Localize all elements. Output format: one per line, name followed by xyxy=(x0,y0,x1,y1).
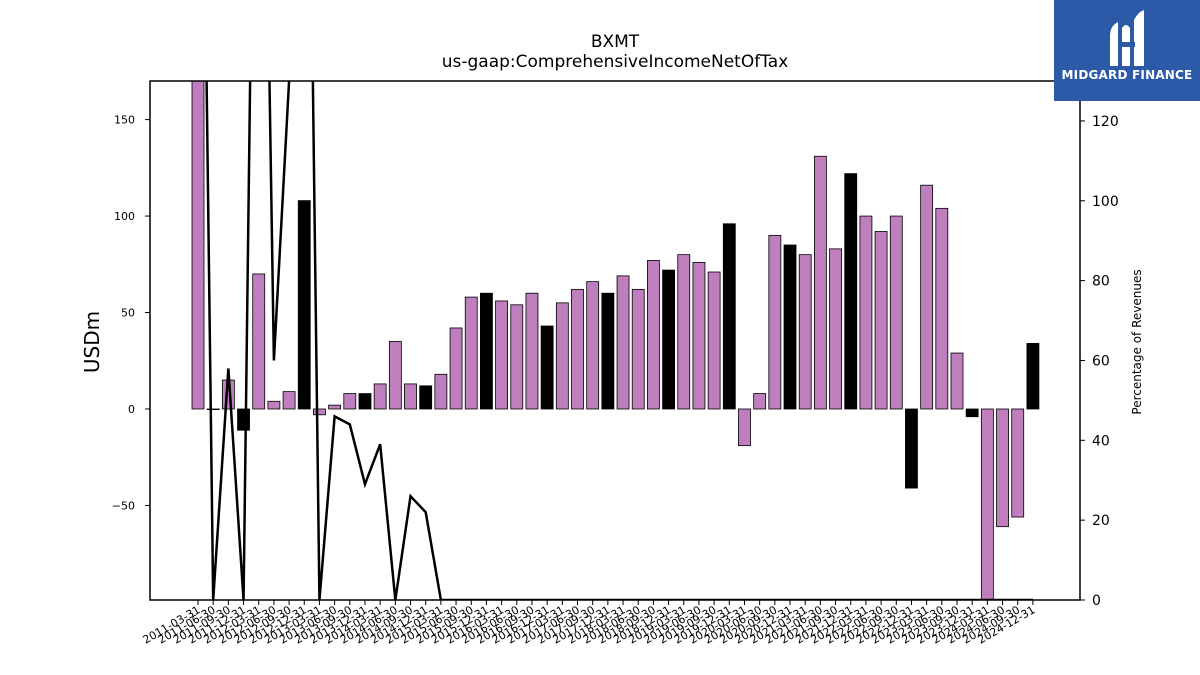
bar xyxy=(707,271,721,410)
bar xyxy=(631,288,645,410)
bar xyxy=(510,304,524,410)
bar xyxy=(662,269,675,410)
bar xyxy=(1026,342,1040,410)
bar xyxy=(373,383,387,410)
y-tick-label: −50 xyxy=(112,499,135,512)
bars xyxy=(191,81,1040,600)
bar xyxy=(829,248,842,410)
bar xyxy=(677,254,691,410)
y2-tick-label: 80 xyxy=(1092,274,1110,290)
bar xyxy=(237,408,250,431)
y2-tick-label: 40 xyxy=(1092,433,1110,449)
bar xyxy=(191,81,205,410)
y2-tick-label: 100 xyxy=(1092,194,1119,210)
bar xyxy=(540,325,554,410)
y-tick-label: 100 xyxy=(114,210,135,223)
bar xyxy=(965,408,979,418)
bar xyxy=(464,296,478,410)
y-tick-label: 150 xyxy=(114,114,135,127)
midgard-finance-logo: MIDGARD FINANCE xyxy=(1054,0,1200,101)
chart-title: BXMT xyxy=(590,32,640,52)
y2-tick-label: 60 xyxy=(1092,353,1110,369)
bar xyxy=(328,404,342,410)
bar xyxy=(935,207,949,410)
bar xyxy=(889,215,903,410)
bar xyxy=(996,408,1009,528)
bar xyxy=(404,383,417,410)
bar xyxy=(343,393,357,410)
percentage-line xyxy=(205,81,1033,600)
bar xyxy=(282,391,296,410)
bar xyxy=(950,352,964,410)
bar xyxy=(297,200,311,410)
bar xyxy=(647,260,660,410)
bar xyxy=(738,408,751,447)
y2-tick-label: 20 xyxy=(1092,513,1110,529)
bar xyxy=(449,327,463,410)
bar xyxy=(859,215,873,410)
bar xyxy=(206,408,220,410)
bar xyxy=(753,393,767,410)
bar xyxy=(434,373,448,410)
bar xyxy=(844,173,858,410)
bar xyxy=(798,254,812,410)
bar xyxy=(555,302,569,410)
bar xyxy=(358,393,372,410)
y-tick-label: 0 xyxy=(128,403,135,416)
bar xyxy=(722,223,736,410)
bar xyxy=(313,408,326,416)
bar xyxy=(1011,408,1025,518)
bar xyxy=(480,292,493,410)
bar xyxy=(905,408,918,489)
y2-axis-label: Percentage of Revenues xyxy=(1130,269,1144,415)
bar xyxy=(783,244,797,410)
bar xyxy=(388,341,402,410)
bar xyxy=(571,288,584,410)
bar xyxy=(813,155,827,410)
y2-tick-label: 120 xyxy=(1092,114,1119,130)
plot-frame xyxy=(149,80,1081,601)
y2-tick-label: 0 xyxy=(1092,593,1101,609)
bar xyxy=(419,385,433,410)
y-tick-label: 50 xyxy=(121,307,135,320)
bar xyxy=(601,292,615,410)
logo-mark-icon xyxy=(1110,10,1144,66)
bar xyxy=(692,261,706,410)
bar xyxy=(768,234,782,410)
logo-text: MIDGARD FINANCE xyxy=(1061,68,1193,82)
bar xyxy=(495,300,509,410)
y-axis-label: USDm xyxy=(80,310,104,374)
bar xyxy=(525,292,539,410)
bar xyxy=(920,184,934,410)
bar xyxy=(586,281,600,410)
chart-subtitle: us-gaap:ComprehensiveIncomeNetOfTax xyxy=(441,52,789,72)
bar xyxy=(616,275,630,410)
bar xyxy=(267,400,281,410)
bar xyxy=(980,408,994,600)
bar xyxy=(874,231,888,410)
bar xyxy=(252,273,266,410)
line-group xyxy=(205,81,1033,600)
